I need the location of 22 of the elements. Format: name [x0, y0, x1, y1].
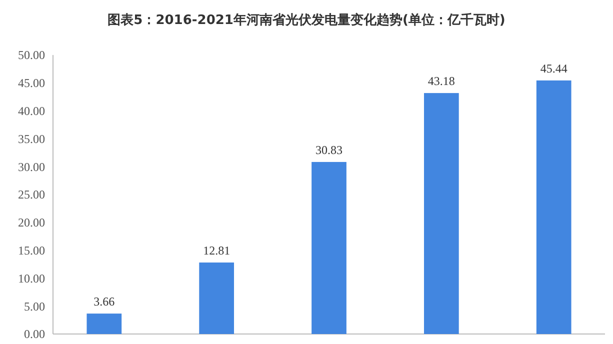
y-tick-label: 20.00 — [18, 216, 45, 230]
data-label: 45.44 — [540, 61, 568, 76]
y-tick-label: 0.00 — [24, 327, 45, 342]
data-label: 43.18 — [428, 74, 455, 88]
data-label: 30.83 — [316, 142, 342, 157]
y-tick-label: 40.00 — [18, 104, 45, 118]
chart-title: 图表5：2016-2021年河南省光伏发电量变化趋势(单位：亿千瓦时) — [108, 12, 506, 28]
y-tick-label: 5.00 — [24, 299, 45, 314]
y-tick-label: 50.00 — [18, 48, 45, 62]
bar — [199, 262, 234, 334]
bar — [424, 93, 459, 334]
y-tick-label: 15.00 — [18, 244, 45, 258]
y-tick-label: 10.00 — [18, 271, 45, 286]
y-tick-label: 45.00 — [18, 76, 45, 90]
data-label: 12.81 — [203, 244, 230, 258]
bar — [536, 80, 572, 334]
data-label: 3.66 — [94, 294, 115, 309]
y-tick-label: 30.00 — [18, 160, 45, 174]
y-tick-label: 35.00 — [18, 132, 45, 146]
bar — [86, 314, 122, 334]
bar — [312, 162, 346, 334]
y-tick-label: 25.00 — [18, 188, 45, 202]
